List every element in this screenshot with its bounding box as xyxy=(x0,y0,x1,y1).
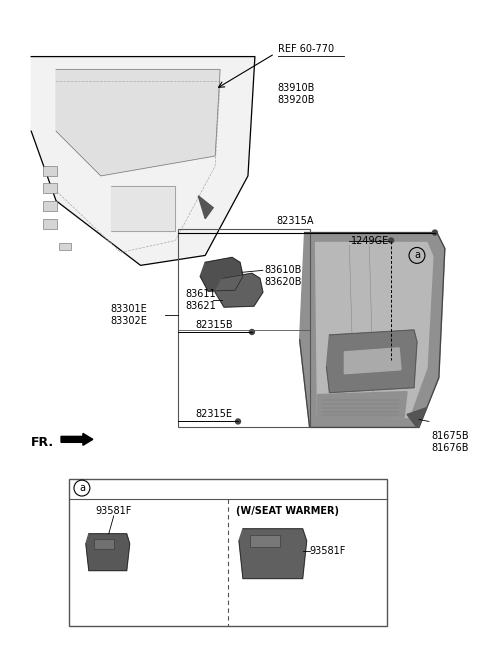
Bar xyxy=(43,219,57,229)
Polygon shape xyxy=(344,348,401,374)
Bar xyxy=(179,229,310,428)
Text: 83610B
83620B: 83610B 83620B xyxy=(265,265,302,287)
Polygon shape xyxy=(239,529,307,579)
Polygon shape xyxy=(315,242,433,417)
Polygon shape xyxy=(200,258,243,291)
Bar xyxy=(69,479,387,626)
Text: a: a xyxy=(79,483,85,493)
Polygon shape xyxy=(407,407,427,428)
Text: 82315A: 82315A xyxy=(276,215,313,225)
Bar xyxy=(250,535,280,547)
Bar xyxy=(59,242,71,250)
Polygon shape xyxy=(31,57,255,265)
Circle shape xyxy=(236,419,240,424)
Text: 93581F: 93581F xyxy=(310,546,346,556)
Polygon shape xyxy=(300,233,445,428)
Text: a: a xyxy=(414,250,420,260)
Circle shape xyxy=(432,230,437,235)
Polygon shape xyxy=(61,434,93,445)
Polygon shape xyxy=(111,186,175,231)
Polygon shape xyxy=(215,273,263,307)
Text: REF 60-770: REF 60-770 xyxy=(278,43,334,54)
Text: 81675B
81676B: 81675B 81676B xyxy=(431,432,468,453)
Bar xyxy=(43,166,57,176)
Polygon shape xyxy=(56,70,220,176)
Polygon shape xyxy=(318,392,407,419)
Circle shape xyxy=(389,238,394,243)
Text: (W/SEAT WARMER): (W/SEAT WARMER) xyxy=(236,506,339,516)
Bar xyxy=(94,539,114,549)
Text: 93581F: 93581F xyxy=(96,506,132,516)
Text: 83301E
83302E: 83301E 83302E xyxy=(111,304,148,326)
Polygon shape xyxy=(326,330,417,393)
Text: FR.: FR. xyxy=(31,436,54,449)
Polygon shape xyxy=(86,533,130,570)
Polygon shape xyxy=(198,196,213,219)
Text: 1249GE: 1249GE xyxy=(351,235,390,246)
Text: 83910B
83920B: 83910B 83920B xyxy=(278,83,315,105)
Text: 82315B: 82315B xyxy=(195,320,233,330)
Text: 82315E: 82315E xyxy=(195,409,232,420)
Circle shape xyxy=(250,330,254,334)
Bar xyxy=(43,201,57,211)
Text: 83611
83621: 83611 83621 xyxy=(185,289,216,311)
Bar xyxy=(43,183,57,193)
